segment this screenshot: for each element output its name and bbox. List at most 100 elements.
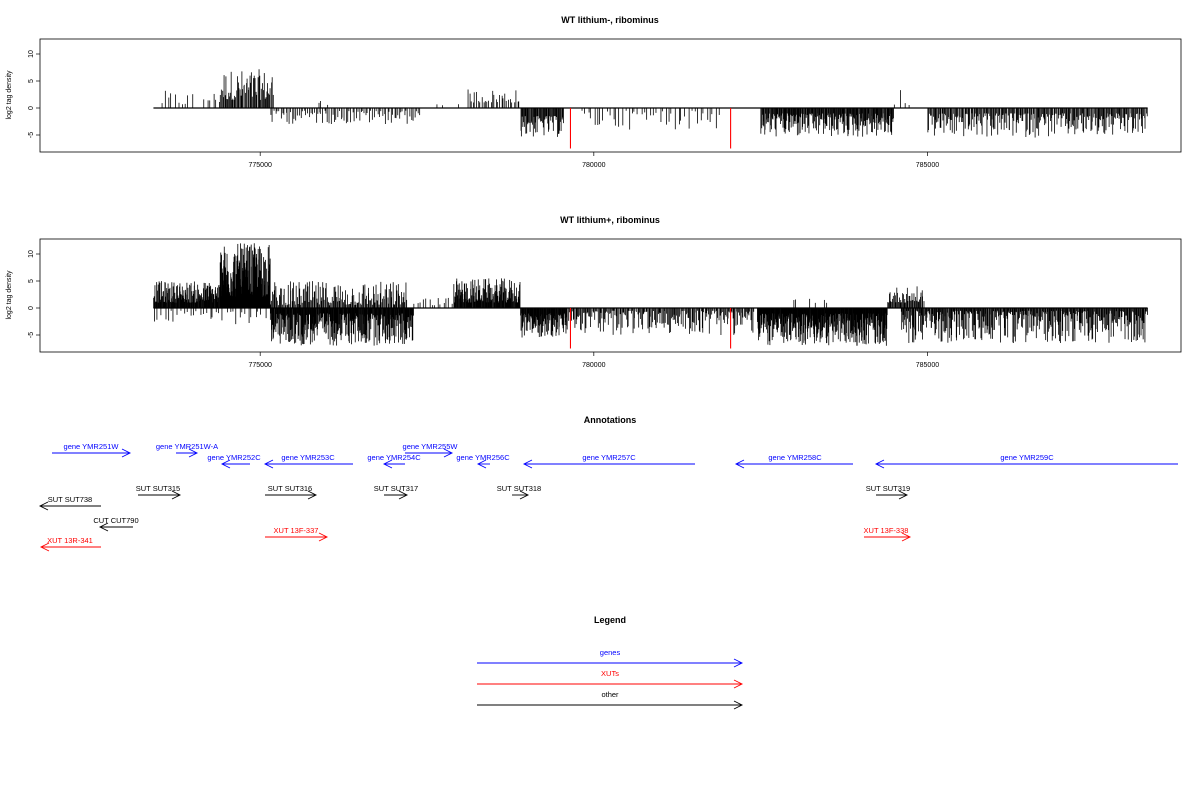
feature-label: gene YMR253C	[281, 453, 335, 462]
legend-entry: genes	[477, 648, 744, 668]
feature-arrow-head	[522, 459, 533, 469]
feature-arrow-head	[734, 459, 745, 469]
track-panel-lithium-minus: WT lithium-, ribominus log2 tag density …	[6, 15, 1182, 169]
feature-arrow-head	[901, 532, 912, 542]
signal-bars	[153, 243, 1148, 346]
feature-arrow-head	[318, 532, 329, 542]
x-tick-label: 780000	[582, 162, 605, 169]
highlight-marks	[569, 308, 732, 349]
annotation-feature: gene YMR251W	[52, 442, 132, 458]
feature-arrow-head	[398, 490, 409, 500]
feature-arrow-head	[121, 448, 132, 458]
feature-arrow-head	[38, 501, 49, 511]
panel-title: WT lithium+, ribominus	[560, 215, 660, 225]
feature-label: gene YMR252C	[207, 453, 261, 462]
annotation-feature: SUT SUT316	[265, 484, 318, 500]
y-tick-label: 0	[28, 106, 35, 110]
annotation-feature: gene YMR256C	[456, 453, 510, 469]
annotation-feature: gene YMR254C	[367, 453, 421, 469]
annotation-feature: XUT 13R-341	[39, 536, 101, 552]
annotation-feature: XUT 13F-337	[265, 526, 329, 542]
annotation-feature: gene YMR257C	[522, 453, 695, 469]
feature-arrow-head	[874, 459, 885, 469]
y-tick-label: 5	[28, 279, 35, 283]
annotation-feature: SUT SUT738	[38, 495, 101, 511]
feature-label: SUT SUT315	[136, 484, 180, 493]
feature-label: XUT 13F-338	[864, 526, 909, 535]
feature-arrow-head	[443, 448, 454, 458]
feature-label: gene YMR255W	[403, 442, 459, 451]
annotation-feature: XUT 13F-338	[864, 526, 912, 542]
legend-entry: XUTs	[477, 669, 744, 689]
feature-label: SUT SUT317	[374, 484, 418, 493]
y-tick-label: 5	[28, 79, 35, 83]
x-tick-label: 785000	[916, 162, 939, 169]
feature-label: gene YMR251W-A	[156, 442, 218, 451]
feature-arrow-head	[220, 459, 231, 469]
annotation-track: Annotations gene YMR251W gene YMR251W-Age…	[38, 415, 1178, 552]
feature-arrow-head	[98, 522, 109, 532]
feature-label: XUT 13F-337	[274, 526, 319, 535]
y-axis-label: log2 tag density	[6, 70, 13, 120]
annotation-feature: CUT CUT790	[93, 516, 139, 532]
feature-arrow-head	[898, 490, 909, 500]
y-axis-label: log2 tag density	[6, 270, 13, 320]
axis-ticks: 775000 780000 785000 -5 0 5 10	[28, 250, 939, 369]
annotation-features: gene YMR251W gene YMR251W-A gene YMR252C ge…	[38, 442, 1178, 552]
legend-arrow-head	[733, 700, 744, 710]
feature-label: SUT SUT319	[866, 484, 910, 493]
annotation-feature: SUT SUT319	[866, 484, 910, 500]
x-tick-label: 780000	[582, 362, 605, 369]
feature-arrow-head	[263, 459, 274, 469]
legend-arrow-head	[733, 658, 744, 668]
y-tick-label: -5	[28, 132, 35, 138]
feature-label: gene YMR258C	[768, 453, 822, 462]
annotations-title: Annotations	[584, 415, 637, 425]
plot-frame	[39, 238, 1182, 353]
annotation-feature: SUT SUT317	[374, 484, 418, 500]
y-tick-label: -5	[28, 332, 35, 338]
feature-arrow-head	[171, 490, 182, 500]
feature-arrow-head	[476, 459, 487, 469]
feature-label: SUT SUT318	[497, 484, 541, 493]
legend-label: genes	[600, 648, 621, 657]
signal-bars	[153, 69, 1148, 138]
annotation-feature: SUT SUT318	[497, 484, 541, 500]
feature-label: gene YMR256C	[456, 453, 510, 462]
x-tick-label: 785000	[916, 362, 939, 369]
y-tick-label: 10	[28, 250, 35, 258]
legend: Legend genes XUTs other	[477, 615, 744, 710]
highlight-marks	[569, 108, 732, 149]
legend-arrow-head	[733, 679, 744, 689]
y-tick-label: 10	[28, 50, 35, 58]
feature-arrow-head	[307, 490, 318, 500]
axis-ticks: 775000 780000 785000 -5 0 5 10	[28, 50, 939, 169]
feature-label: SUT SUT738	[48, 495, 92, 504]
feature-label: gene YMR257C	[582, 453, 636, 462]
panel-title: WT lithium-, ribominus	[561, 15, 659, 25]
feature-arrow-head	[39, 542, 50, 552]
annotation-feature: gene YMR252C	[207, 453, 261, 469]
legend-label: XUTs	[601, 669, 619, 678]
feature-label: gene YMR251W	[64, 442, 120, 451]
feature-label: gene YMR259C	[1000, 453, 1054, 462]
legend-entry: other	[477, 690, 744, 710]
feature-label: SUT SUT316	[268, 484, 312, 493]
legend-title: Legend	[594, 615, 626, 625]
annotation-feature: gene YMR258C	[734, 453, 853, 469]
annotation-feature: gene YMR251W-A	[156, 442, 218, 458]
x-tick-label: 775000	[249, 362, 272, 369]
feature-arrow-head	[188, 448, 199, 458]
legend-entries: genes XUTs other	[477, 648, 744, 710]
track-panel-lithium-plus: WT lithium+, ribominus log2 tag density …	[6, 215, 1182, 369]
feature-label: XUT 13R-341	[47, 536, 93, 545]
annotation-feature: SUT SUT315	[136, 484, 182, 500]
y-tick-label: 0	[28, 306, 35, 310]
feature-arrow-head	[519, 490, 530, 500]
legend-label: other	[601, 690, 619, 699]
x-tick-label: 775000	[249, 162, 272, 169]
plot-frame	[39, 38, 1182, 153]
annotation-feature: gene YMR255W	[403, 442, 459, 458]
annotation-feature: gene YMR259C	[874, 453, 1178, 469]
